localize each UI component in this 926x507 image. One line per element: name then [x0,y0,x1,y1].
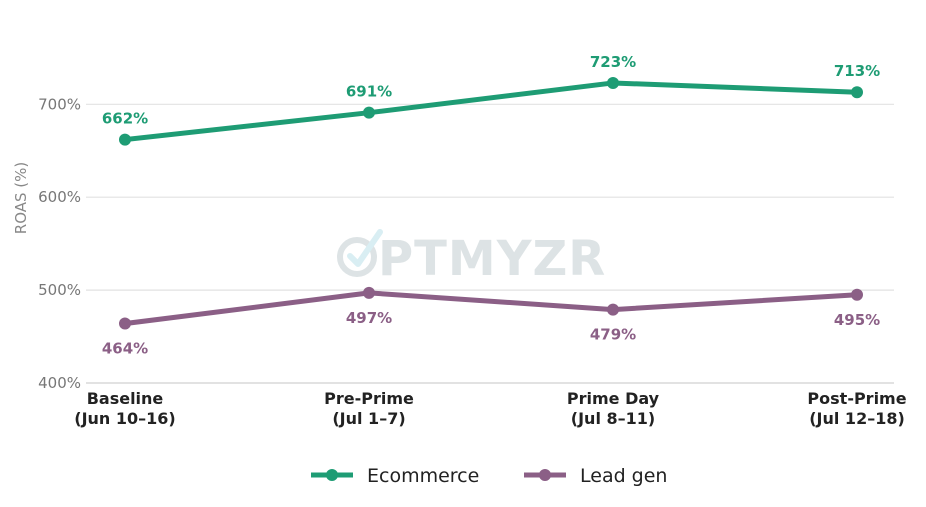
data-label: 713% [834,62,880,80]
data-point [363,286,375,299]
y-axis-label: ROAS (%) [12,162,30,234]
y-tick-label: 700% [38,95,81,113]
series-ecommerce: 662% 691% 723% 713% [102,53,880,146]
data-label: 464% [102,340,148,358]
data-label: 495% [834,311,880,329]
data-point [119,133,131,146]
data-label: 479% [590,326,636,344]
y-tick-label: 400% [38,374,81,392]
legend-item-lead-gen: Lead gen [524,465,667,487]
data-label: 723% [590,53,636,71]
x-tick-label: Post-Prime (Jul 12–18) [807,389,906,428]
x-axis: Baseline (Jun 10–16) Pre-Prime (Jul 1–7) Pri… [74,389,906,428]
x-tick-label: Prime Day (Jul 8–11) [567,389,660,428]
data-label: 497% [346,309,392,327]
legend-label: Ecommerce [367,465,479,487]
x-tick-label: Baseline (Jun 10–16) [74,389,175,428]
legend-marker-icon [326,469,338,481]
legend-label: Lead gen [580,465,667,487]
watermark: PTMYZR [337,229,606,287]
legend: Ecommerce Lead gen [311,465,667,487]
data-point [851,86,863,99]
legend-item-ecommerce: Ecommerce [311,465,479,487]
y-axis: 400% 500% 600% 700% [38,95,81,392]
optmyzr-logo-icon [337,229,383,277]
data-point [607,76,619,89]
data-label: 691% [346,83,392,101]
data-label: 662% [102,110,148,128]
x-tick-label: Pre-Prime (Jul 1–7) [324,389,414,428]
series-layer: 662% 691% 723% 713% 464% 497% 479% 495% [102,53,880,358]
y-tick-label: 600% [38,188,81,206]
legend-marker-icon [539,469,551,481]
data-point [119,317,131,330]
data-point [363,106,375,119]
series-line [122,80,860,143]
grid-lines [86,103,894,384]
y-tick-label: 500% [38,281,81,299]
data-point [607,303,619,316]
series-line [122,290,860,327]
series-lead-gen: 464% 497% 479% 495% [102,286,880,358]
data-point [851,288,863,301]
watermark-text: PTMYZR [378,231,606,287]
